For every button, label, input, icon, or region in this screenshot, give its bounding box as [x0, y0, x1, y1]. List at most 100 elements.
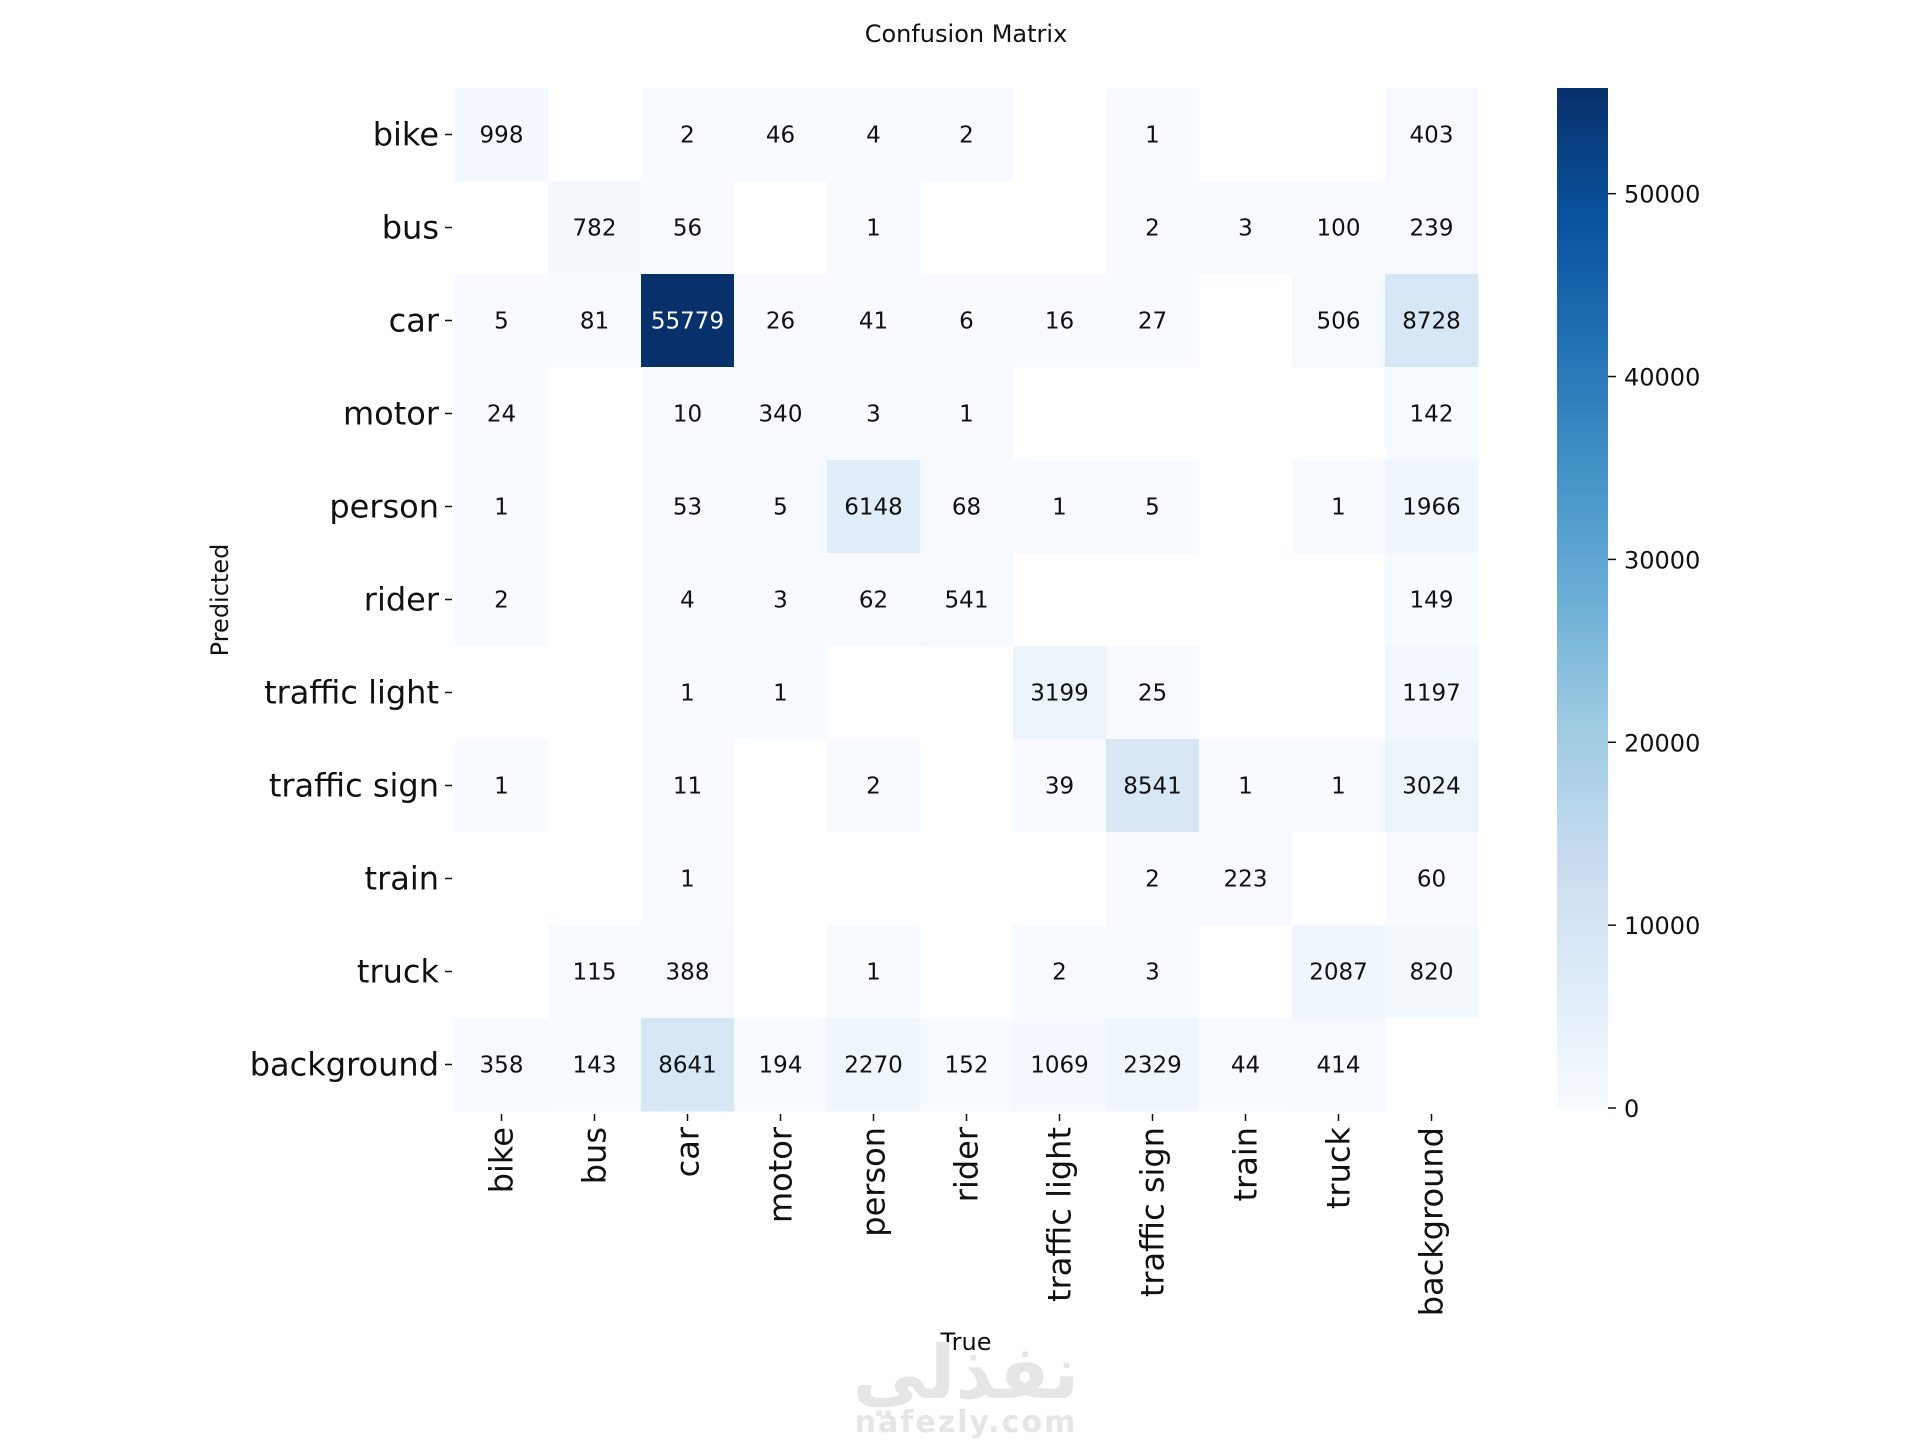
cell-value-label: 1	[773, 681, 788, 707]
x-tick-label: traffic light	[1041, 1127, 1079, 1302]
heatmap-cell	[734, 646, 828, 740]
cell-value-label: 782	[573, 216, 617, 242]
y-tick-label: person	[329, 488, 439, 526]
cell-value-label: 27	[1138, 309, 1167, 335]
heatmap-cell	[641, 274, 735, 368]
cell-value-label: 2	[1145, 867, 1160, 893]
watermark-arabic: نفذلي	[853, 1330, 1079, 1416]
heatmap-cell	[1106, 88, 1200, 182]
cell-value-label: 115	[573, 960, 617, 986]
heatmap-cell	[1106, 460, 1200, 554]
heatmap-cell	[1385, 739, 1479, 833]
cell-value-label: 16	[1045, 309, 1074, 335]
heatmap-cell	[455, 367, 549, 461]
cell-value-label: 1966	[1402, 495, 1461, 521]
heatmap-cell	[734, 460, 828, 554]
colorbar-tick-label: 40000	[1624, 364, 1700, 392]
cell-value-label: 2	[1052, 960, 1067, 986]
cell-value-label: 1	[866, 960, 881, 986]
cell-value-label: 11	[673, 774, 702, 800]
heatmap-cell	[641, 553, 735, 647]
heatmap-cell	[1385, 460, 1479, 554]
heatmap-cell	[1106, 646, 1200, 740]
x-tick-label: car	[669, 1126, 707, 1177]
colorbar-tick-label: 30000	[1624, 546, 1700, 574]
cell-value-label: 6	[959, 309, 974, 335]
y-tick-label: truck	[357, 953, 440, 991]
heatmap-cell	[827, 1018, 921, 1112]
cell-value-label: 1	[1331, 495, 1346, 521]
y-tick-label: car	[389, 302, 440, 340]
cell-value-label: 3	[1145, 960, 1160, 986]
cell-value-label: 6148	[844, 495, 903, 521]
x-tick-label: bike	[483, 1127, 521, 1193]
heatmap-cell	[920, 274, 1014, 368]
heatmap-cell	[641, 88, 735, 182]
cell-value-label: 8541	[1123, 774, 1182, 800]
heatmap-cell	[641, 181, 735, 275]
cell-value-label: 53	[673, 495, 702, 521]
cell-value-label: 2	[866, 774, 881, 800]
x-tick-labels: bike bus car motor person rider traffic light t…	[483, 1114, 1451, 1316]
chart-title: Confusion Matrix	[865, 20, 1068, 48]
heatmap-cell	[641, 1018, 735, 1112]
cell-value-label: 81	[580, 309, 609, 335]
heatmap-cell	[734, 88, 828, 182]
cell-value-label: 143	[573, 1053, 617, 1079]
cell-value-label: 2270	[844, 1053, 903, 1079]
cell-value-label: 1069	[1030, 1053, 1089, 1079]
heatmap-cell	[734, 274, 828, 368]
heatmap-cell	[827, 925, 921, 1019]
cell-value-label: 388	[666, 960, 710, 986]
cell-value-label: 2	[1145, 216, 1160, 242]
cell-value-label: 39	[1045, 774, 1074, 800]
heatmap-cell	[827, 367, 921, 461]
heatmap-cell	[1385, 925, 1479, 1019]
y-tick-label: motor	[343, 395, 440, 433]
cell-value-label: 998	[480, 123, 524, 149]
x-tick-label: person	[855, 1127, 893, 1237]
heatmap-cell	[1385, 646, 1479, 740]
watermark: نفذلي nafezly.com	[853, 1330, 1079, 1440]
heatmap-cell	[827, 553, 921, 647]
colorbar-tick-label: 0	[1624, 1095, 1639, 1123]
heatmap-cell	[1106, 739, 1200, 833]
x-tick-label: bus	[576, 1127, 614, 1184]
cell-value-label: 60	[1417, 867, 1446, 893]
heatmap-cell	[455, 739, 549, 833]
cell-value-label: 194	[759, 1053, 803, 1079]
cell-value-label: 10	[673, 402, 702, 428]
heatmap-cell	[1013, 739, 1107, 833]
cell-value-label: 2	[680, 123, 695, 149]
heatmap-cell	[1385, 181, 1479, 275]
cell-value-label: 2	[959, 123, 974, 149]
heatmap-cell	[641, 832, 735, 926]
cell-value-label: 152	[945, 1053, 989, 1079]
cell-value-label: 5	[1145, 495, 1160, 521]
y-tick-labels: bike bus car motor person rider traffic light t…	[250, 116, 452, 1084]
cell-value-label: 1	[494, 495, 509, 521]
cell-value-label: 24	[487, 402, 516, 428]
cell-value-label: 3199	[1030, 681, 1089, 707]
heatmap-cell	[734, 553, 828, 647]
cell-value-label: 8728	[1402, 309, 1461, 335]
heatmap-cell	[1199, 181, 1293, 275]
heatmap-cell	[1013, 1018, 1107, 1112]
cell-value-label: 4	[680, 588, 695, 614]
heatmap-cell	[734, 367, 828, 461]
cell-value-label: 26	[766, 309, 795, 335]
cell-value-label: 149	[1410, 588, 1454, 614]
y-tick-label: train	[365, 860, 439, 898]
heatmap-cell	[1292, 739, 1386, 833]
cell-value-label: 541	[945, 588, 989, 614]
cell-value-label: 2	[494, 588, 509, 614]
heatmap-cell	[920, 1018, 1014, 1112]
heatmap-cell	[827, 181, 921, 275]
heatmap-cell	[1385, 832, 1479, 926]
cell-value-label: 4	[866, 123, 881, 149]
heatmap-cell	[734, 1018, 828, 1112]
cell-value-label: 403	[1410, 123, 1454, 149]
colorbar-gradient	[1557, 88, 1608, 1108]
